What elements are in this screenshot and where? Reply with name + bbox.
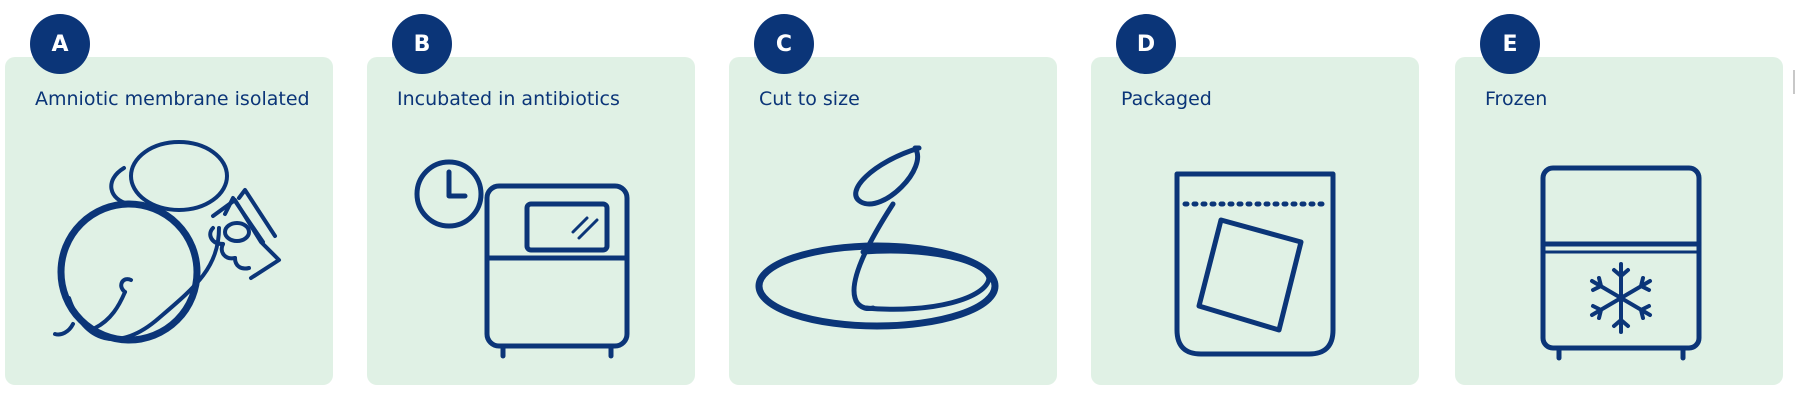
scrollbar-edge[interactable] [1793, 70, 1795, 94]
incubator-timer-icon [391, 128, 671, 364]
petri-dish-membrane-icon [753, 128, 1033, 364]
step-letter-badge: A [30, 14, 90, 74]
step-e: E Frozen [1455, 0, 1783, 401]
step-label: Amniotic membrane isolated [35, 88, 310, 110]
sealed-bag-icon [1115, 128, 1395, 364]
step-card [1091, 57, 1419, 385]
step-letter-badge: C [754, 14, 814, 74]
step-a: A Amniotic membrane isolated [5, 0, 333, 401]
hands-holding-membrane-icon [29, 128, 309, 364]
step-label: Packaged [1121, 88, 1212, 110]
step-label: Frozen [1485, 88, 1548, 110]
step-b: B Incubated in antibiotics [367, 0, 695, 401]
step-c: C Cut to size [729, 0, 1057, 401]
freezer-snowflake-icon [1479, 128, 1759, 364]
step-label: Incubated in antibiotics [397, 88, 620, 110]
step-letter-badge: E [1480, 14, 1540, 74]
step-letter-badge: D [1116, 14, 1176, 74]
step-d: D Packaged [1091, 0, 1419, 401]
step-card [729, 57, 1057, 385]
step-letter-badge: B [392, 14, 452, 74]
step-label: Cut to size [759, 88, 860, 110]
